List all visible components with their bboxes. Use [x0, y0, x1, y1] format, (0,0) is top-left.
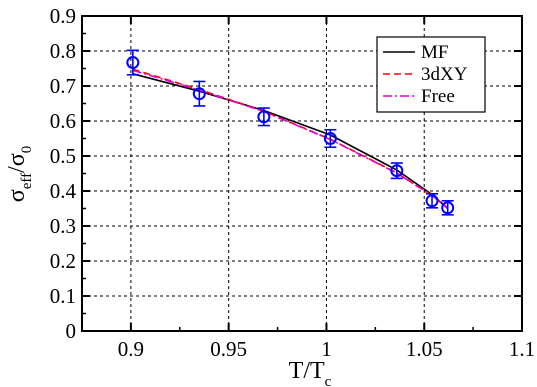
data-point — [192, 87, 206, 101]
legend-label-3dxy: 3dXY — [421, 64, 468, 85]
y-tick-label: 0.3 — [50, 214, 76, 238]
x-axis-label-sub: c — [325, 374, 332, 387]
data-point — [323, 132, 337, 145]
y-axis-label-part1: σ — [4, 189, 30, 202]
y-axis-label-sub1: eff — [19, 173, 35, 189]
data-point — [441, 201, 455, 215]
x-tick-label: 0.9 — [118, 337, 144, 361]
y-tick-label: 0.6 — [50, 109, 76, 133]
legend-label-mf: MF — [421, 42, 448, 63]
y-axis-label-part2: /σ — [4, 153, 30, 173]
data-point — [126, 56, 140, 70]
y-tick-label: 0.5 — [50, 144, 76, 168]
data-point — [425, 194, 439, 208]
y-tick-label: 0.1 — [50, 284, 76, 308]
data-point — [390, 164, 404, 178]
x-axis-label-main: T/T — [289, 358, 325, 384]
x-tick-label: 1.05 — [406, 337, 443, 361]
y-axis-label: σeff/σ0 — [4, 146, 35, 202]
x-tick-label: 1.1 — [509, 337, 535, 361]
grid-lines — [82, 16, 522, 331]
y-axis-label-sub2: 0 — [19, 146, 35, 154]
y-tick-label: 0.8 — [50, 39, 76, 63]
x-axis-label: T/Tc — [289, 358, 332, 387]
legend-label-free: Free — [421, 86, 455, 107]
data-points — [126, 49, 455, 216]
y-tick-label: 0.4 — [50, 179, 77, 203]
data-point — [257, 110, 271, 124]
y-tick-label: 0.9 — [50, 4, 76, 28]
y-tick-label: 0.2 — [50, 249, 76, 273]
x-tick-label: 1 — [321, 337, 332, 361]
y-tick-label: 0.7 — [50, 74, 76, 98]
axis-ticks: 0.9 0.95 1 1.05 1.1 0 0.1 0.2 0.3 0.4 0.5 0.6 0.7 0.8… — [50, 4, 535, 361]
y-tick-label: 0 — [66, 319, 77, 343]
x-tick-label: 0.95 — [210, 337, 247, 361]
